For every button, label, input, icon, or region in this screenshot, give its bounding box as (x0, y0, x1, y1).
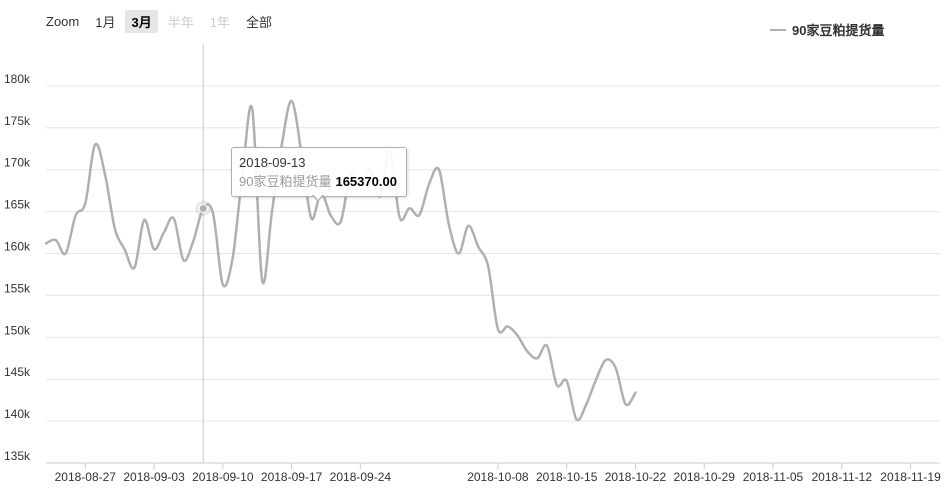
zoom-button-all[interactable]: 全部 (245, 14, 272, 30)
tooltip-pointer-fill (313, 194, 323, 200)
legend[interactable]: 90家豆粕提货量 (770, 20, 884, 39)
x-tick-label: 2018-11-12 (812, 470, 873, 484)
y-tick-label: 175k (4, 114, 31, 128)
zoom-button-3-months[interactable]: 3月 (125, 9, 158, 33)
y-tick-label: 140k (4, 407, 31, 421)
zoom-label: Zoom (46, 13, 80, 29)
tooltip-value: 165370.00 (335, 174, 397, 189)
y-tick-label: 150k (4, 323, 31, 337)
y-tick-label: 145k (4, 365, 31, 379)
hover-point-marker[interactable] (198, 203, 208, 213)
x-tick-label: 2018-09-24 (330, 470, 392, 484)
zoom-button-6-months: 半年 (167, 14, 194, 30)
x-tick-label: 2018-11-19 (880, 470, 941, 484)
legend-line-icon (770, 28, 786, 31)
x-tick-label: 2018-09-03 (123, 470, 185, 484)
tooltip-date: 2018-09-13 (239, 155, 306, 170)
y-tick-label: 160k (4, 240, 31, 254)
zoom-button-1-month[interactable]: 1月 (95, 14, 116, 30)
x-tick-label: 2018-10-15 (536, 470, 598, 484)
series-line-90-soybean-meal-pickup[interactable] (44, 99, 637, 422)
y-tick-label: 170k (4, 156, 31, 170)
x-tick-label: 2018-10-29 (674, 470, 736, 484)
tooltip-series-name: 90家豆粕提货量 (239, 174, 332, 189)
x-tick-label: 2018-09-17 (261, 470, 323, 484)
y-tick-label: 165k (4, 198, 31, 212)
x-axis-tick-labels: 2018-08-27 2018-09-03 2018-09-10 2018-09-17… (55, 463, 941, 484)
x-tick-label: 2018-10-22 (605, 470, 667, 484)
zoom-button-1-year: 1年 (209, 14, 230, 30)
x-tick-label: 2018-10-08 (467, 470, 529, 484)
y-tick-label: 180k (4, 72, 31, 86)
legend-series-label: 90家豆粕提货量 (792, 23, 885, 38)
y-tick-label: 135k (4, 449, 31, 463)
y-axis-tick-labels: 135k 140k 145k 150k 155k 160k 165k 170k 175k 180k (4, 72, 31, 463)
grid-lines (46, 85, 940, 464)
y-tick-label: 155k (4, 281, 31, 295)
tooltip-series-row: 90家豆粕提货量 165370.00 (239, 171, 397, 190)
x-tick-label: 2018-09-10 (192, 470, 254, 484)
x-tick-label: 2018-11-05 (743, 470, 804, 484)
zoom-selector: Zoom 1月 3月 半年 1年 全部 (46, 9, 282, 33)
x-tick-label: 2018-08-27 (55, 470, 117, 484)
tooltip: 2018-09-13 90家豆粕提货量 165370.00 (231, 147, 407, 202)
